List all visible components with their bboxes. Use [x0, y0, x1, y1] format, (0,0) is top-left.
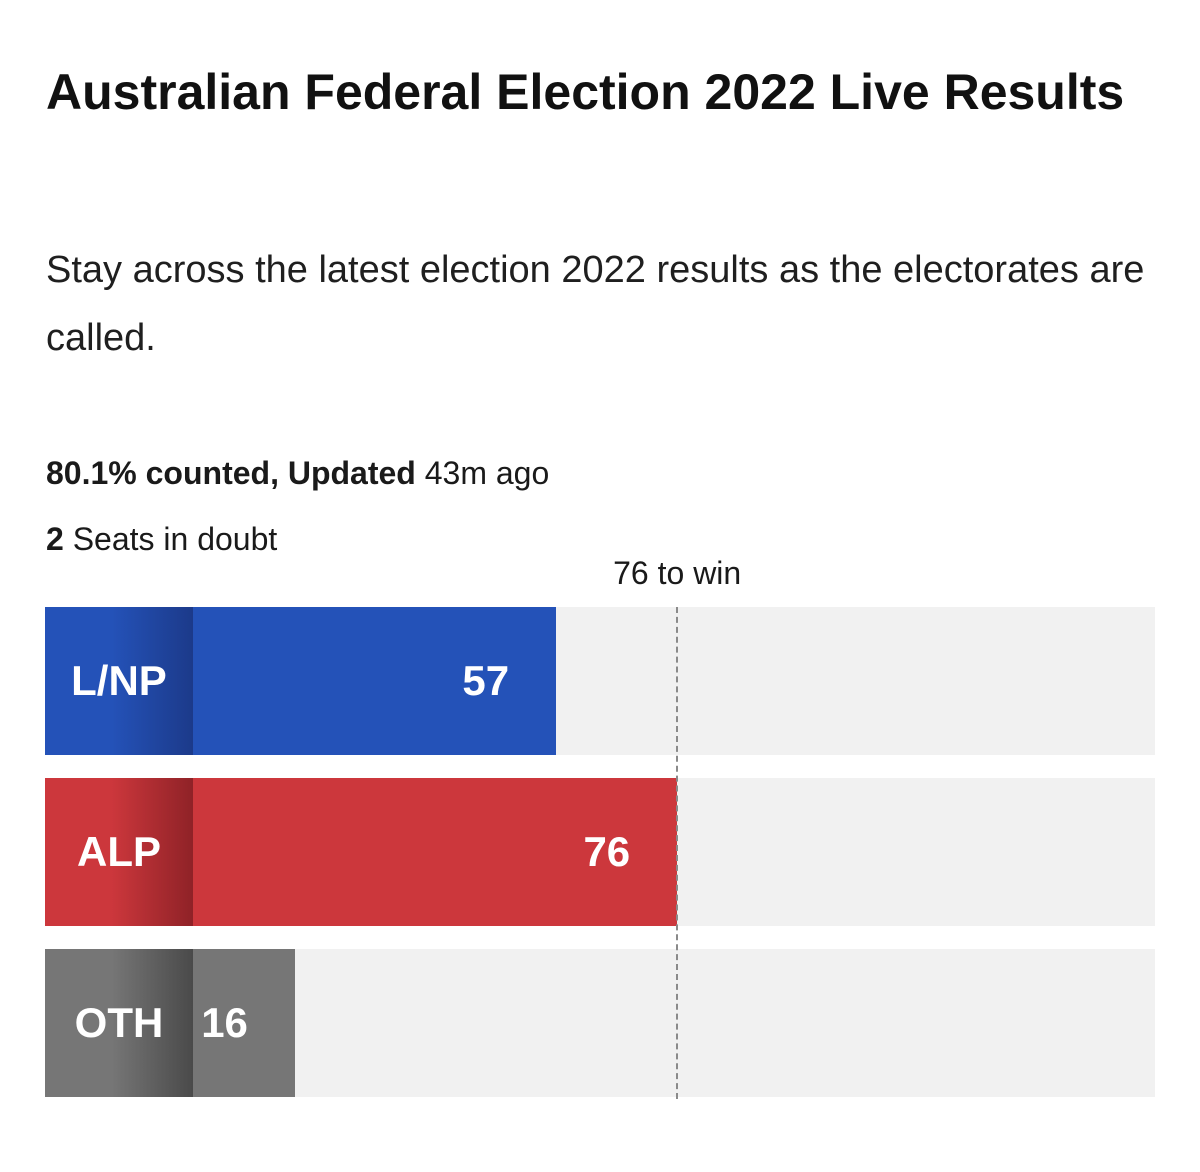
- win-threshold-label: 76 to win: [613, 555, 742, 591]
- seats-in-doubt-label: Seats in doubt: [72, 521, 278, 557]
- bar-value-oth: 16: [201, 999, 248, 1046]
- party-label-oth: OTH: [45, 949, 193, 1097]
- bar-value-l-np: 57: [462, 657, 510, 704]
- count-status: 80.1% counted, Updated 43m ago: [46, 452, 549, 494]
- count-status-bold: 80.1% counted, Updated: [46, 455, 416, 491]
- page-title: Australian Federal Election 2022 Live Re…: [46, 64, 1125, 120]
- seats-in-doubt-count: 2: [46, 521, 64, 557]
- party-label-l-np: L/NP: [45, 607, 193, 755]
- count-status-updated: 43m ago: [424, 455, 550, 491]
- bar-track-alp: ALP 76: [45, 778, 1155, 926]
- seats-in-doubt: 2 Seats in doubt: [46, 518, 277, 560]
- bar-track-oth: OTH 16: [45, 949, 1155, 1097]
- party-label-alp: ALP: [45, 778, 193, 926]
- bar-track-l-np: L/NP 57: [45, 607, 1155, 755]
- win-threshold-line: [676, 607, 679, 1099]
- bar-value-alp: 76: [583, 828, 631, 875]
- page-subtitle: Stay across the latest election 2022 res…: [46, 249, 1145, 359]
